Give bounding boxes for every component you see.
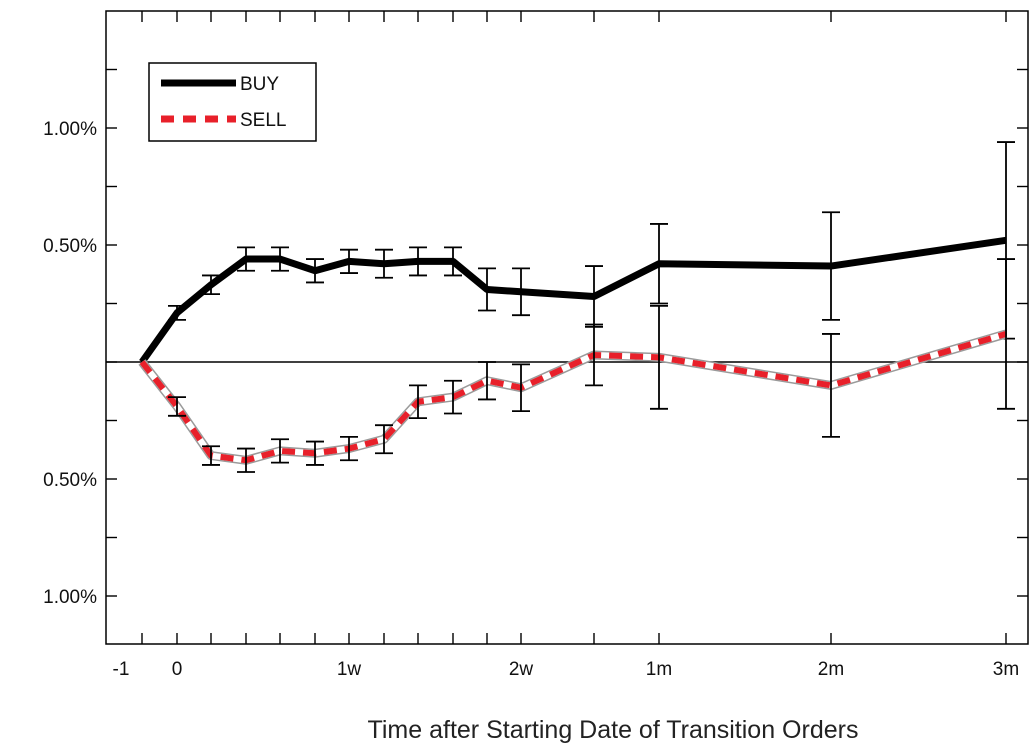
errorbar-buy-14	[822, 211, 840, 321]
errorbar-sell-2	[202, 445, 220, 466]
plot-frame	[105, 10, 1029, 645]
errorbar-buy-7	[375, 248, 393, 279]
series-sell-line	[139, 331, 1007, 464]
errorbar-buy-13	[650, 223, 668, 305]
errorbar-sell-14	[822, 333, 840, 438]
errorbar-buy-10	[478, 267, 496, 312]
series-layer	[138, 141, 1015, 473]
errorbar-buy-5	[306, 258, 324, 284]
errorbar-sell-9	[444, 379, 462, 415]
series-sell-underlay	[139, 331, 1007, 464]
x-axis-title: Time after Starting Date of Transition O…	[368, 716, 859, 744]
ticks-layer: -1 0 1w 2w 1m 2m 3m 1.00% 0.50% 0.50% 1.00%	[43, 11, 1028, 680]
errorbar-buy-9	[444, 246, 462, 277]
errorbar-sell-3	[237, 447, 255, 473]
series-buy-line	[139, 236, 1007, 365]
errorbar-buy-11	[512, 267, 530, 317]
errorbar-buy-4	[271, 246, 289, 272]
x-tick-label-3: 2w	[509, 659, 534, 680]
x-tick-label-5: 2m	[818, 659, 844, 680]
y-tick-label-1: 0.50%	[43, 236, 97, 257]
errorbar-sell-11	[512, 363, 530, 413]
errorbar-buy-6	[340, 248, 358, 274]
y-tick-label-2: 0.50%	[43, 470, 97, 491]
errorbar-sell-4	[271, 438, 289, 464]
legend-box	[148, 62, 317, 142]
errorbar-sell-7	[375, 424, 393, 455]
x-tick-label-6: 3m	[993, 659, 1019, 680]
errorbar-sell-15	[997, 258, 1015, 410]
legend-label-sell: SELL	[240, 110, 286, 131]
x-tick-label-0: -1	[113, 659, 130, 680]
legend-label-buy: BUY	[240, 74, 279, 95]
errorbar-sell-12	[585, 323, 603, 387]
errorbar-sell-10	[478, 361, 496, 401]
errorbar-buy-3	[237, 246, 255, 272]
errorbar-buy-2	[202, 274, 220, 296]
errorbar-sell-8	[409, 384, 427, 420]
errorbar-sell-5	[306, 440, 324, 466]
y-tick-label-0: 1.00%	[43, 119, 97, 140]
series-sell-outline	[138, 329, 1008, 465]
y-tick-label-3: 1.00%	[43, 587, 97, 608]
errorbar-sell-6	[340, 435, 358, 462]
errorbar-sell-13	[650, 304, 668, 410]
x-tick-label-2: 1w	[337, 659, 362, 680]
x-tick-label-1: 0	[172, 659, 183, 680]
errorbar-buy-8	[409, 246, 427, 277]
errorbar-sell-1	[168, 396, 186, 417]
x-tick-label-4: 1m	[646, 659, 672, 680]
errorbar-buy-1	[168, 304, 186, 321]
legend: BUY SELL	[148, 62, 317, 142]
